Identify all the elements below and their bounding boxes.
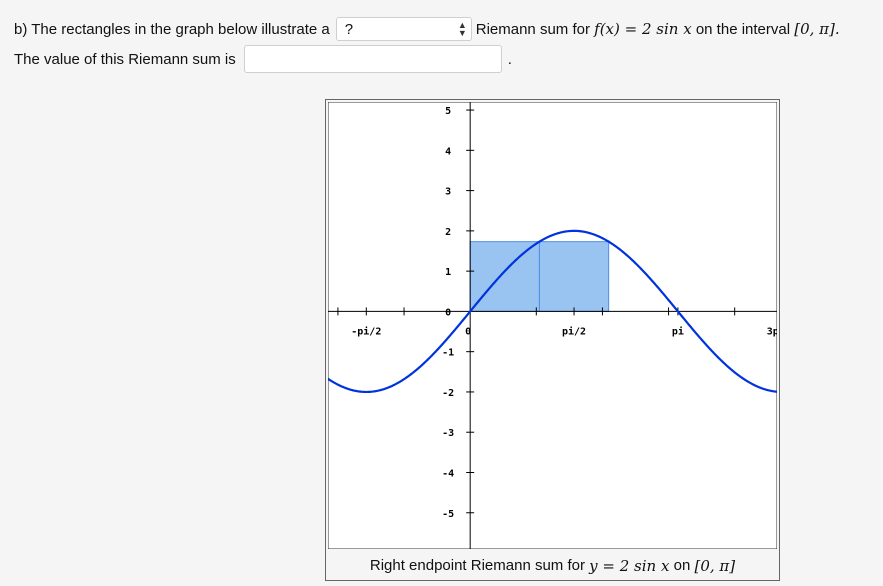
interval-label: on the interval [695,20,791,38]
select-value: ? [344,20,354,38]
interval-math: [0, π]. [794,20,840,38]
value-label: The value of this Riemann sum is [14,50,236,68]
y-tick-label: 4 [445,146,451,157]
x-tick-label: pi/2 [562,325,586,337]
y-tick-label: 0 [445,307,451,318]
y-tick-label: 1 [445,267,451,278]
riemann-graph: -pi/2 0 pi/2 pi 3pi/2 5 4 3 2 1 -1 -2 -3 -4 -5 0 [328,102,777,549]
x-tick-label: 3pi/2 [767,325,777,337]
x-tick-label: pi [672,325,684,337]
caption-interval: [0, π] [694,556,736,575]
riemann-rectangle-1 [469,241,540,312]
caption-prefix: Right endpoint Riemann sum for [369,557,585,574]
value-period: . [507,50,512,68]
y-tick-label: 2 [445,227,451,238]
function-curve [328,229,777,394]
y-tick-label: -2 [442,388,454,399]
riemann-type-select[interactable]: ? ▲ ▼ [335,17,472,41]
question-prefix: b) The rectangles in the graph below ill… [14,20,330,38]
updown-arrows-icon: ▲ ▼ [457,20,467,38]
question-line: b) The rectangles in the graph below ill… [14,14,840,44]
caption-math: y = 2 sin x [589,556,670,575]
y-tick-label: -3 [442,428,454,439]
graph-panel: -pi/2 0 pi/2 pi 3pi/2 5 4 3 2 1 -1 -2 -3 -4 -5 0 Right … [325,99,780,581]
riemann-sum-input[interactable] [243,45,502,73]
graph-caption: Right endpoint Riemann sum for y = 2 sin… [326,551,779,580]
y-tick-label: 3 [445,187,451,198]
riemann-rectangle-2 [538,241,610,312]
x-tick-label: 0 [465,326,471,337]
caption-mid: on [673,557,691,574]
value-line: The value of this Riemann sum is . [14,44,512,74]
y-tick-label: -4 [442,468,454,479]
x-tick-label: -pi/2 [351,325,381,337]
y-tick-label: -5 [442,509,454,520]
question-suffix: Riemann sum for [475,20,590,38]
function-math: f(x) = 2 sin x [594,20,692,38]
y-tick-label: -1 [442,348,454,359]
y-tick-label: 5 [445,106,451,117]
plot-background [328,102,777,549]
